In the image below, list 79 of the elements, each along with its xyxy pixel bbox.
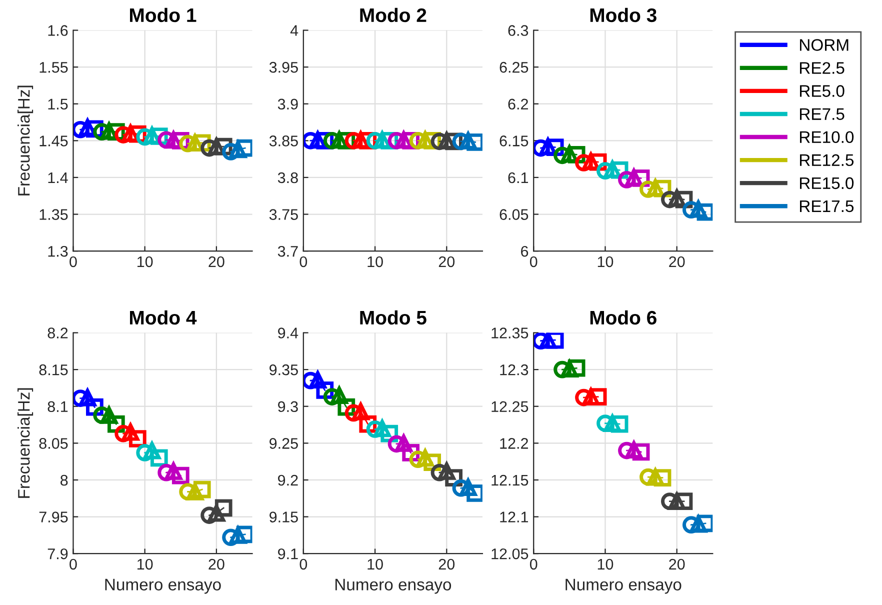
y-tick-label: 9.25 xyxy=(270,438,298,449)
y-tick-label: 9.3 xyxy=(278,401,298,412)
y-tick-label: 3.85 xyxy=(269,136,298,146)
legend-label: RE12.5 xyxy=(800,154,854,166)
y-tick-label: 6.2 xyxy=(508,98,528,110)
y-tick-label: 8.15 xyxy=(39,364,68,376)
chart-title: Modo 6 xyxy=(590,310,656,325)
legend-label: RE17.5 xyxy=(800,200,854,212)
y-tick-label: 1.35 xyxy=(40,209,68,220)
x-tick-label: 20 xyxy=(208,558,224,570)
y-tick-label: 12.2 xyxy=(500,438,528,449)
x-tick-label: 0 xyxy=(300,256,308,268)
chart-title: Modo 3 xyxy=(590,8,656,22)
y-tick-label: 1.3 xyxy=(48,246,68,257)
y-tick-label: 1.45 xyxy=(40,136,68,146)
x-tick-label: 10 xyxy=(598,558,614,570)
x-tick-label: 0 xyxy=(300,558,308,570)
y-tick-label: 9.2 xyxy=(278,474,298,486)
y-tick-label: 8.05 xyxy=(39,438,68,449)
x-tick-label: 10 xyxy=(368,558,383,570)
x-tick-label: 10 xyxy=(137,558,153,570)
y-tick-label: 6.05 xyxy=(500,209,528,220)
y-axis-title: Frecuencia[Hz] xyxy=(18,86,34,196)
chart-title: Modo 5 xyxy=(360,310,426,325)
y-tick-label: 9.1 xyxy=(278,548,298,560)
y-tick-label: 4 xyxy=(290,25,298,36)
y-tick-label: 12.3 xyxy=(500,364,528,376)
legend-label: RE5.0 xyxy=(800,85,844,97)
y-tick-label: 12.25 xyxy=(492,401,528,412)
chart-title: Modo 4 xyxy=(130,310,197,325)
x-axis-title: Numero ensayo xyxy=(105,578,221,594)
x-tick-label: 0 xyxy=(530,256,538,268)
y-tick-label: 9.35 xyxy=(270,364,298,376)
x-tick-label: 0 xyxy=(530,558,538,570)
x-tick-label: 10 xyxy=(598,256,614,268)
y-tick-label: 3.95 xyxy=(269,62,298,73)
y-tick-label: 3.7 xyxy=(278,246,298,257)
y-tick-label: 12.15 xyxy=(492,474,528,486)
y-tick-label: 12.1 xyxy=(500,512,528,522)
y-tick-label: 6.15 xyxy=(500,136,528,146)
x-tick-label: 20 xyxy=(669,256,685,268)
y-tick-label: 9.4 xyxy=(278,328,298,338)
chart-title: Modo 2 xyxy=(360,8,426,22)
x-axis-title: Numero ensayo xyxy=(335,578,452,594)
y-tick-label: 8 xyxy=(60,474,68,486)
x-tick-label: 20 xyxy=(208,256,224,268)
y-tick-label: 1.4 xyxy=(48,172,68,183)
y-tick-label: 12.35 xyxy=(492,328,528,338)
y-tick-label: 12.05 xyxy=(492,548,528,560)
y-axis-title: Frecuencia[Hz] xyxy=(18,388,34,498)
x-tick-label: 10 xyxy=(137,256,153,268)
y-tick-label: 7.9 xyxy=(48,548,68,560)
legend-label: NORM xyxy=(800,39,848,51)
y-tick-label: 1.5 xyxy=(48,98,68,110)
x-tick-label: 20 xyxy=(438,256,455,268)
x-tick-label: 10 xyxy=(368,256,383,268)
legend-label: RE15.0 xyxy=(800,177,854,190)
y-tick-label: 1.55 xyxy=(40,62,68,73)
x-tick-label: 0 xyxy=(70,558,77,570)
y-tick-label: 6.25 xyxy=(500,62,528,73)
legend-label: RE10.0 xyxy=(800,131,854,144)
y-tick-label: 3.75 xyxy=(269,209,298,220)
y-tick-label: 6 xyxy=(521,246,528,257)
y-tick-label: 8.2 xyxy=(48,328,68,338)
y-tick-label: 7.95 xyxy=(39,512,68,522)
x-axis-title: Numero ensayo xyxy=(566,578,682,594)
x-tick-label: 20 xyxy=(438,558,455,570)
y-tick-label: 3.9 xyxy=(278,98,298,110)
legend-label: RE7.5 xyxy=(800,108,844,120)
x-tick-label: 20 xyxy=(669,558,685,570)
y-tick-label: 6.3 xyxy=(508,25,528,36)
y-tick-label: 6.1 xyxy=(508,172,528,184)
y-tick-label: 3.8 xyxy=(278,172,298,184)
y-tick-label: 8.1 xyxy=(48,401,68,412)
y-tick-label: 1.6 xyxy=(48,25,68,36)
chart-title: Modo 1 xyxy=(130,8,196,22)
y-tick-label: 9.15 xyxy=(270,512,298,522)
x-tick-label: 0 xyxy=(70,256,77,268)
legend-label: RE2.5 xyxy=(800,62,844,74)
